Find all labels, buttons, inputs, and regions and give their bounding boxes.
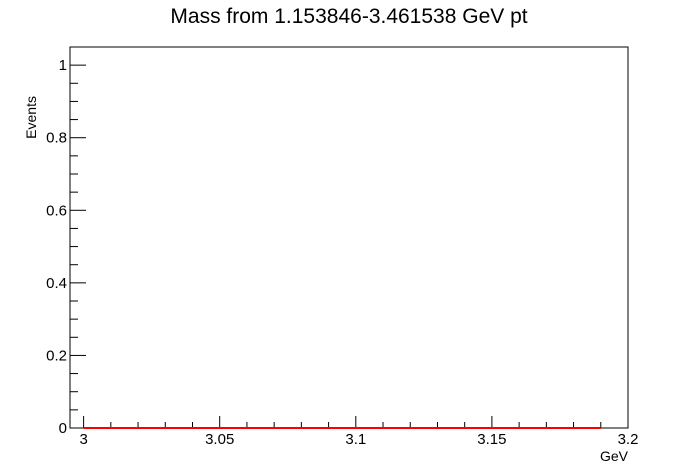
x-axis: 3 3.05 3.1 3.15 3.2: [79, 416, 638, 448]
x-tick-label: 3: [79, 431, 87, 448]
y-tick-label: 1: [59, 57, 67, 74]
y-axis: 0 0.2 0.4 0.6 0.8 1: [46, 46, 86, 437]
x-tick-label: 3.2: [618, 431, 639, 448]
chart-title: Mass from 1.153846-3.461538 GeV pt: [170, 5, 527, 28]
x-axis-label: GeV: [600, 448, 629, 464]
y-tick-label: 0.6: [46, 202, 67, 219]
y-tick-label: 0: [59, 420, 67, 437]
x-tick-label: 3.15: [477, 431, 506, 448]
y-tick-label: 0.2: [46, 347, 67, 364]
x-tick-label: 3.05: [205, 431, 234, 448]
x-tick-label: 3.1: [345, 431, 366, 448]
y-axis-label: Events: [23, 96, 39, 139]
y-tick-label: 0.8: [46, 130, 67, 147]
y-tick-label: 0.4: [46, 275, 67, 292]
plot-frame: [69, 46, 629, 429]
